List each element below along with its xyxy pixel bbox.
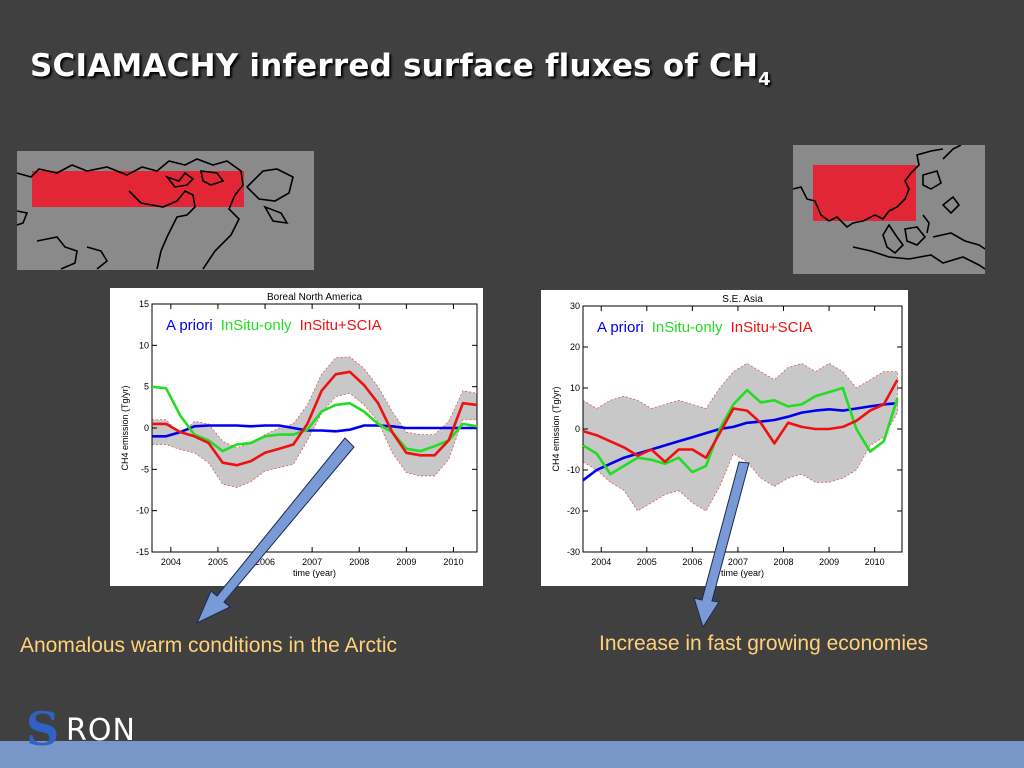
logo-letter-s: S [26,702,60,756]
chart1-xtick-label: 2007 [728,557,748,567]
logo-wordmark: RON [66,713,136,748]
region-box-se-asia [813,165,916,221]
chart1-ytick-label: 10 [570,383,580,393]
chart1-ytick-label: 20 [570,342,580,352]
chart1-uncertainty-band [582,362,898,512]
chart1-xtick-label: 2010 [865,557,885,567]
chart1-ytick-label: -10 [567,465,580,475]
coastline-asia [793,145,985,270]
chart1-ytick-label: 30 [570,301,580,311]
chart0-ytick-label: -5 [141,464,149,474]
chart1-xlabel: time (year) [721,568,764,578]
slide-title-subscript: 4 [758,69,771,91]
chart-boreal-north-america: -15 -10 -5 0 5 10 15 2004 2005 2006 2007 2008 2009 20… [110,288,483,586]
chart1-xtick-label: 2009 [819,557,839,567]
caption-economies: Increase in fast growing economies [599,632,929,655]
chart0-xtick-label: 2007 [302,557,322,567]
chart0-xtick-label: 2005 [208,557,228,567]
chart1-xtick-label: 2005 [637,557,657,567]
chart0-xlabel: time (year) [293,568,336,578]
footer-bar [0,741,1024,768]
chart-se-asia-svg: -30 -20 -10 0 10 20 30 2004 2005 2006 2007 2008 2009… [551,294,903,578]
map-asia-svg [793,145,985,270]
chart0-series-insitu-scia [152,370,478,467]
chart1-xtick-label: 2004 [591,557,611,567]
chart1-xtick-label: 2008 [773,557,793,567]
chart0-xtick-label: 2004 [161,557,181,567]
chart0-xtick-label: 2009 [396,557,416,567]
chart1-legend-insitu-scia: InSitu+SCIA [731,319,813,336]
chart0-legend-insitu-scia: InSitu+SCIA [300,317,382,334]
chart1-legend-insitu-only: InSitu-only [652,319,723,336]
chart1-ytick-label: -30 [567,547,580,557]
slide-title-text: SCIAMACHY inferred surface fluxes of CH [30,48,759,84]
chart0-xtick-label: 2006 [255,557,275,567]
chart0-ytick-label: -15 [136,547,149,557]
map-north-america-svg [17,158,294,270]
chart1-title: S.E. Asia [722,294,763,305]
chart1-series-insitu-scia [582,379,899,464]
chart0-ytick-label: 15 [139,299,149,309]
chart0-ytick-label: -10 [136,506,149,516]
map-north-america [17,151,314,270]
chart0-legend-a-priori: A priori [166,317,213,334]
chart0-ytick-label: 0 [144,423,149,433]
caption-arctic: Anomalous warm conditions in the Arctic [20,634,398,657]
arrow-to-arctic-caption [195,437,355,625]
coastline-north-america [17,158,294,270]
chart1-ylabel: CH4 emission (Tg/yr) [551,386,561,471]
arrow-to-economies-caption [693,461,750,629]
chart1-series-insitu-only [582,386,899,476]
chart1-legend-a-priori: A priori [597,319,644,336]
slide-title: SCIAMACHY inferred surface fluxes of CH4 [30,48,771,91]
chart-boreal-north-america-svg: -15 -10 -5 0 5 10 15 2004 2005 2006 2007 2008 2009 20… [120,292,478,578]
chart0-title: Boreal North America [267,292,362,303]
chart0-xtick-label: 2010 [443,557,463,567]
sron-logo: S RON [26,704,166,754]
chart1-ytick-label: 0 [575,424,580,434]
chart0-ylabel: CH4 emission (Tg/yr) [120,385,130,470]
chart1-xtick-label: 2006 [682,557,702,567]
chart0-series-insitu-only [151,385,478,453]
chart0-ytick-label: 10 [139,340,149,350]
chart1-ytick-label: -20 [567,506,580,516]
map-asia [793,145,985,274]
chart0-legend-insitu-only: InSitu-only [221,317,292,334]
chart0-ytick-label: 5 [144,382,149,392]
chart0-series-a-priori [152,424,477,438]
chart0-xtick-label: 2008 [349,557,369,567]
